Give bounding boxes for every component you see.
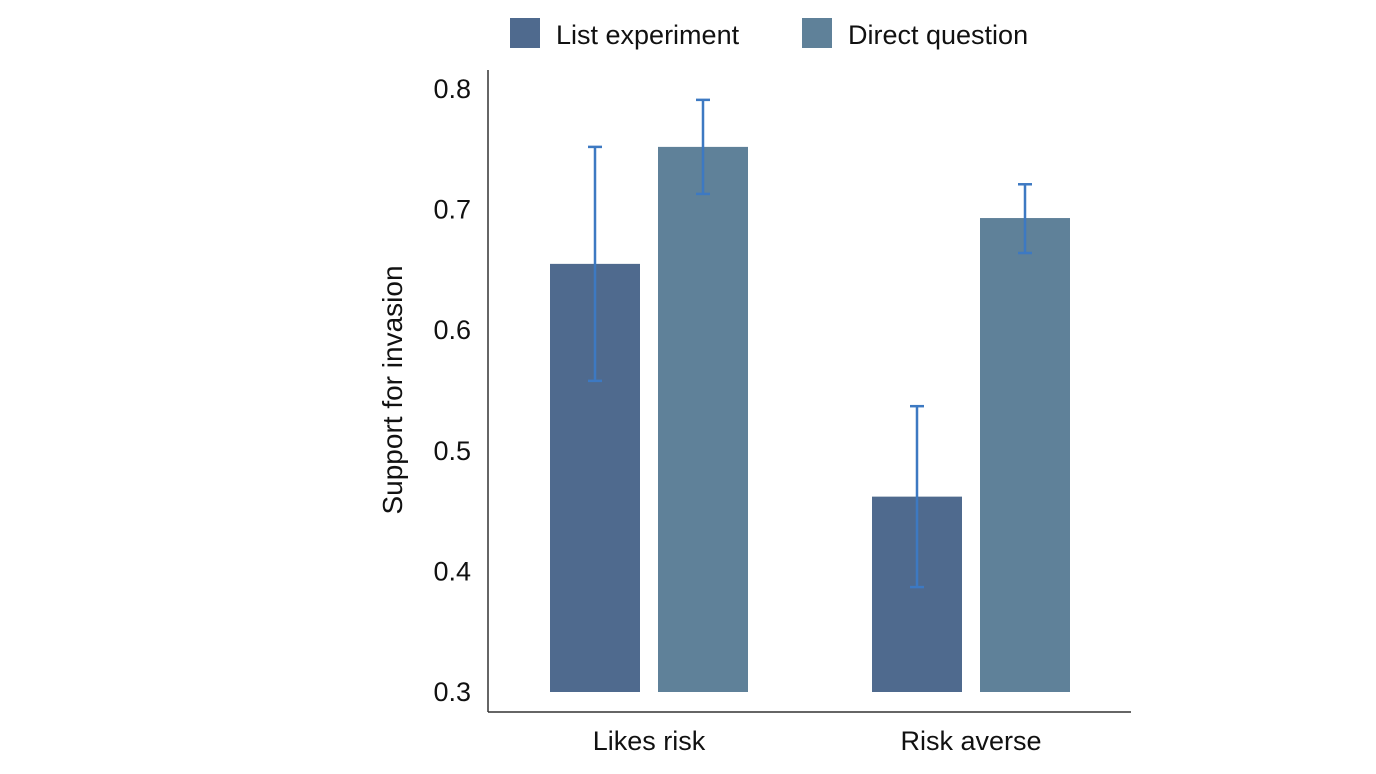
y-axis-ticks: 0.3 0.4 0.5 0.6 0.7 0.8 (433, 74, 471, 707)
y-tick-label: 0.4 (433, 556, 471, 586)
error-bars (588, 98, 1032, 589)
legend-label-direct-question: Direct question (848, 20, 1028, 50)
legend: List experiment Direct question (510, 18, 1028, 50)
bar-likes-risk-direct-question (658, 146, 748, 692)
x-axis-ticks: Likes risk Risk averse (593, 726, 1042, 756)
error-bar (696, 98, 710, 196)
y-tick-label: 0.3 (433, 677, 471, 707)
y-tick-label: 0.8 (433, 74, 471, 104)
bar-risk-averse-direct-question (980, 218, 1070, 693)
legend-swatch-list-experiment (510, 18, 540, 48)
y-tick-label: 0.7 (433, 195, 471, 225)
legend-swatch-direct-question (802, 18, 832, 48)
error-bar (1018, 183, 1032, 255)
error-bar (588, 145, 602, 383)
x-tick-label: Risk averse (900, 726, 1041, 756)
x-tick-label: Likes risk (593, 726, 706, 756)
legend-label-list-experiment: List experiment (556, 20, 740, 50)
error-bar (910, 404, 924, 589)
bars (550, 146, 1070, 693)
y-axis-title: Support for invasion (377, 265, 408, 514)
y-tick-label: 0.5 (433, 436, 471, 466)
y-tick-label: 0.6 (433, 315, 471, 345)
